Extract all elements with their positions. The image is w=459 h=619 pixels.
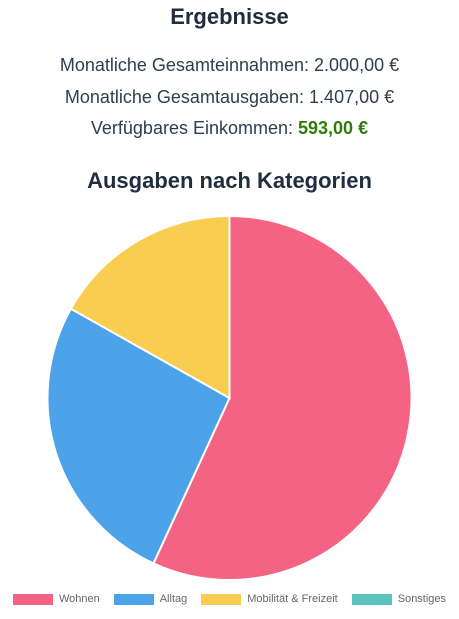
available-income-label: Verfügbares Einkommen:	[90, 118, 293, 138]
legend-label: Sonstiges	[397, 593, 447, 605]
chart-legend: Wohnen Alltag Mobilität & Freizeit Sonstige…	[0, 590, 459, 608]
legend-swatch	[201, 593, 242, 605]
chart-title: Ausgaben nach Kategorien	[87, 168, 372, 193]
legend-label: Wohnen	[58, 593, 100, 605]
legend-item[interactable]: Mobilität & Freizeit	[201, 593, 338, 605]
legend-item[interactable]: Sonstiges	[351, 593, 447, 605]
expenses-label: Monatliche Gesamtausgaben:	[64, 87, 305, 107]
legend-item[interactable]: Wohnen	[12, 593, 100, 605]
results-title: Ergebnisse	[170, 4, 289, 29]
pie-slice-mobilität-freizeit[interactable]	[69, 214, 231, 400]
income-line: Monatliche Gesamteinnahmen: 2.000,00 €	[0, 55, 459, 76]
legend-label: Mobilität & Freizeit	[247, 593, 338, 605]
pie-slice-wohnen[interactable]	[152, 214, 413, 581]
legend-label: Alltag	[159, 593, 188, 605]
legend-swatch	[12, 593, 53, 605]
legend-swatch	[351, 593, 392, 605]
legend-swatch	[113, 593, 154, 605]
expenses-value: 1.407,00 €	[309, 87, 395, 107]
available-income-line: Verfügbares Einkommen: 593,00 €	[0, 118, 459, 139]
income-label: Monatliche Gesamteinnahmen:	[59, 55, 310, 75]
expenses-line: Monatliche Gesamtausgaben: 1.407,00 €	[0, 87, 459, 108]
legend-item[interactable]: Alltag	[113, 593, 188, 605]
available-income-value: 593,00 €	[298, 118, 369, 138]
pie-chart	[46, 214, 413, 581]
income-value: 2.000,00 €	[314, 55, 400, 75]
